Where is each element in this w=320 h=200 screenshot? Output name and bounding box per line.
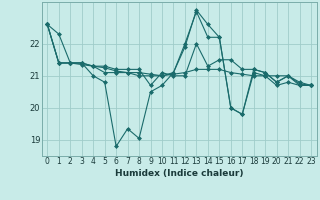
X-axis label: Humidex (Indice chaleur): Humidex (Indice chaleur): [115, 169, 244, 178]
